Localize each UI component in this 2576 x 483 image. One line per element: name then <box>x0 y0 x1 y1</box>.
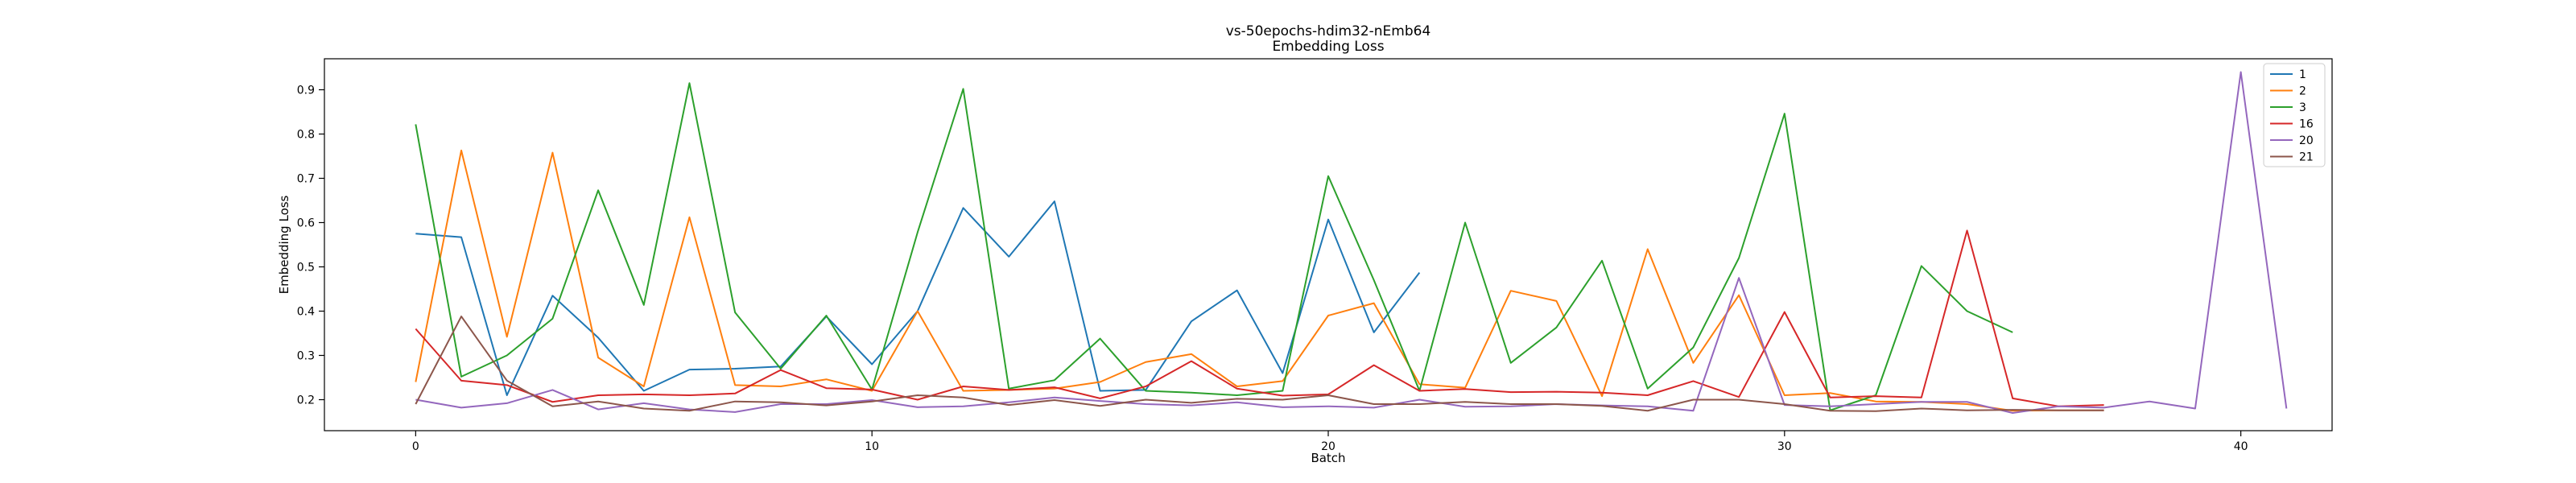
x-tick-label: 30 <box>1777 440 1792 453</box>
y-axis-label: Embedding Loss <box>277 195 291 294</box>
series-line-16 <box>415 229 2104 407</box>
series-line-2 <box>415 149 2104 412</box>
plot-area-frame <box>324 58 2333 431</box>
y-tick-label: 0.4 <box>297 306 315 319</box>
series-line-3 <box>415 82 2013 411</box>
y-tick-label: 0.7 <box>297 173 315 186</box>
legend-label-21: 21 <box>2299 151 2314 164</box>
legend: 1 2 3 16 20 21 <box>2263 63 2326 167</box>
x-tick-label: 10 <box>865 440 879 453</box>
x-axis-label: Batch <box>1311 451 1345 465</box>
chart-title: vs-50epochs-hdim32-nEmb64 <box>1226 23 1431 39</box>
legend-label-2: 2 <box>2299 85 2306 98</box>
y-tick-label: 0.3 <box>297 350 315 363</box>
y-tick-label: 0.5 <box>297 262 315 275</box>
legend-label-1: 1 <box>2299 68 2306 81</box>
x-tick-label: 40 <box>2234 440 2248 453</box>
y-tick-label: 0.2 <box>297 394 315 407</box>
legend-label-20: 20 <box>2299 134 2314 147</box>
series-line-20 <box>415 71 2288 414</box>
y-tick-label: 0.8 <box>297 129 315 142</box>
x-tick-label: 0 <box>412 440 419 453</box>
series-line-21 <box>415 316 2104 412</box>
y-axis-ticks: 0.2 0.3 0.4 0.5 0.6 0.7 0.8 0.9 <box>297 85 324 407</box>
legend-box <box>2263 63 2326 167</box>
x-axis-ticks: 0 10 20 30 40 <box>412 431 2248 453</box>
x-tick-label: 20 <box>1321 440 1335 453</box>
y-tick-label: 0.9 <box>297 85 315 97</box>
chart-subtitle: Embedding Loss <box>1272 39 1384 55</box>
legend-label-3: 3 <box>2299 101 2306 114</box>
y-tick-label: 0.6 <box>297 217 315 230</box>
legend-label-16: 16 <box>2299 118 2314 131</box>
plot-lines <box>415 71 2288 414</box>
